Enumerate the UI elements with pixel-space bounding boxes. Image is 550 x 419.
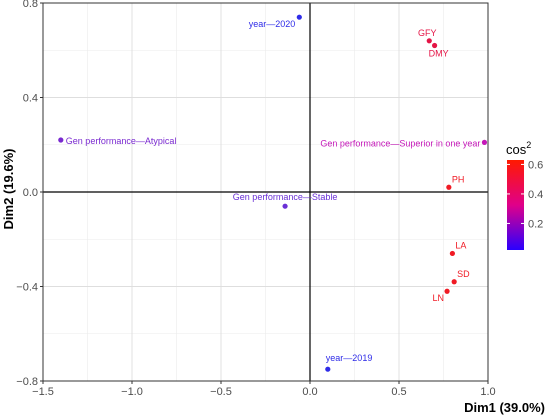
point-label: GFY [418,28,437,38]
point-label: year—2019 [326,353,373,363]
x-tick-label: −1.0 [121,386,143,398]
reference-lines [43,3,488,381]
point-label: LN [433,293,445,303]
point-label: PH [452,174,465,184]
data-point [325,366,331,372]
x-tick-label: −0.5 [210,386,232,398]
point-label: year—2020 [249,19,296,29]
y-axis-title: Dim2 (19.6%) [1,149,16,230]
point-labels: year—2020 GFY DMY Gen performance—Atypical G… [66,19,481,363]
point-label: Gen performance—Superior in one year [320,138,480,148]
point-label: DMY [429,49,449,59]
axis-ticks: −1.5 −1.0 −0.5 0.0 0.5 1.0 −0.8 −0.4 0.0 0.4 0.8 [16,0,495,398]
legend-tick-label: 0.4 [528,189,543,201]
point-label: Gen performance—Atypical [66,136,177,146]
data-points [58,14,488,372]
point-label: SD [457,269,470,279]
x-axis-title: Dim1 (39.0%) [464,400,545,415]
y-tick-label: 0.8 [23,0,38,10]
data-point [282,203,288,209]
legend: cos2 0.6 0.4 0.2 [506,140,543,250]
y-tick-label: 0.0 [23,187,38,199]
data-point [444,288,450,294]
legend-title: cos2 [506,140,531,157]
point-label: Gen performance—Stable [233,192,338,202]
data-point [449,250,455,257]
data-point [432,42,438,49]
data-point [481,139,488,145]
data-point [451,279,457,285]
data-point [446,184,452,190]
y-tick-label: −0.4 [16,282,38,294]
y-tick-label: −0.8 [16,376,38,388]
legend-ticks: 0.6 0.4 0.2 [507,159,543,230]
x-tick-label: 0.0 [302,386,317,398]
point-label: LA [455,240,466,250]
data-point [296,14,302,20]
x-tick-label: 0.5 [391,386,406,398]
x-tick-label: 1.0 [480,386,495,398]
y-tick-label: 0.4 [23,93,38,105]
legend-tick-label: 0.6 [528,159,543,171]
data-point [426,38,432,44]
legend-title-superscript: 2 [526,140,531,150]
data-point [58,137,64,143]
x-tick-label: −1.5 [32,386,54,398]
legend-colorbar [507,160,524,250]
legend-tick-label: 0.2 [528,218,543,230]
